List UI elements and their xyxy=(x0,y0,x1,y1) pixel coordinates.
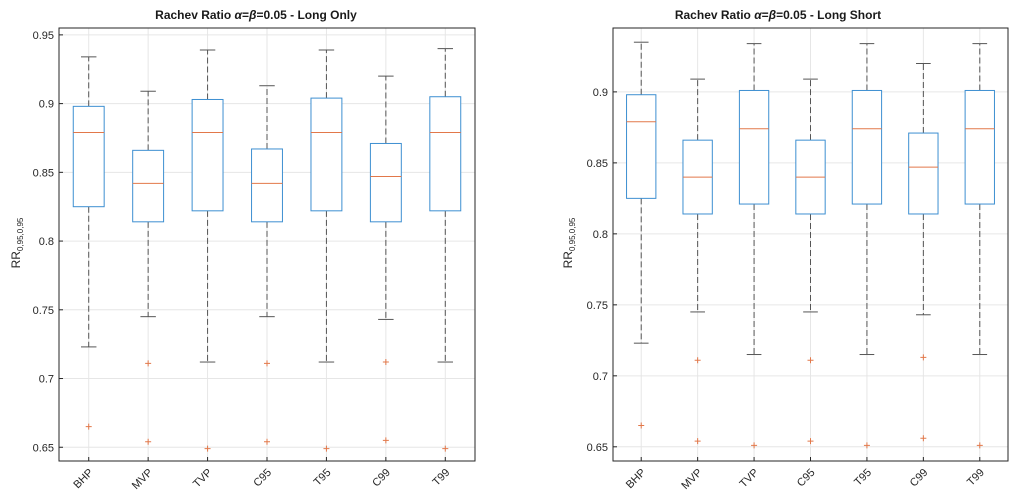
box-tvp xyxy=(191,49,224,452)
box-iqr xyxy=(72,105,105,208)
y-tick-label: 0.7 xyxy=(593,371,608,383)
box-t99 xyxy=(964,43,995,449)
outlier-marker xyxy=(85,423,92,430)
box-iqr xyxy=(369,142,402,223)
y-tick-label: 0.8 xyxy=(39,236,54,248)
outlier-marker xyxy=(920,354,927,361)
y-tick-label: 0.65 xyxy=(587,442,608,454)
box-iqr xyxy=(310,97,343,212)
box-t95 xyxy=(310,49,343,452)
outlier-marker xyxy=(442,445,449,452)
x-tick-label: TVP xyxy=(738,467,762,491)
outlier-marker xyxy=(638,422,645,429)
title-prefix: Rachev Ratio xyxy=(155,8,234,22)
ticks: 0.65 0.7 0.75 0.8 0.85 0.9 0.95 BHP MVP TVP C95 T95… xyxy=(33,30,453,492)
title-prefix: Rachev Ratio xyxy=(675,8,754,22)
title-alpha: α xyxy=(235,8,243,22)
box-iqr xyxy=(191,98,224,212)
y-tick-label: 0.75 xyxy=(33,305,54,317)
x-tick-label: T95 xyxy=(852,467,874,489)
box-t95 xyxy=(851,43,883,449)
x-tick-label: T99 xyxy=(965,467,987,489)
box-iqr xyxy=(738,89,770,205)
y-tick-label: 0.9 xyxy=(593,87,608,99)
y-tick-label: 0.75 xyxy=(587,300,608,312)
x-tick-label: T99 xyxy=(431,467,453,489)
x-tick-label: MVP xyxy=(130,467,155,492)
outlier-marker xyxy=(976,442,983,449)
y-tick-label: 0.85 xyxy=(33,167,54,179)
outlier-marker xyxy=(920,435,927,442)
title-suffix: =0.05 - Long Only xyxy=(256,8,357,22)
boxes xyxy=(72,48,462,452)
outlier-marker xyxy=(694,357,701,364)
outlier-marker xyxy=(807,438,814,445)
outlier-marker xyxy=(145,438,152,445)
title-alpha: α xyxy=(754,8,762,22)
box-tvp xyxy=(738,43,770,449)
x-tick-label: C99 xyxy=(908,467,931,490)
title-suffix: =0.05 - Long Short xyxy=(776,8,881,22)
chart-long-only: Rachev Ratio α=β=0.05 - Long Only RR0,95… xyxy=(9,8,476,492)
outlier-marker xyxy=(323,445,330,452)
y-tick-label: 0.95 xyxy=(33,30,54,42)
outlier-marker xyxy=(863,442,870,449)
x-tick-label: TVP xyxy=(191,467,215,491)
box-bhp xyxy=(72,56,105,430)
y-tick-label: 0.8 xyxy=(593,229,608,241)
box-iqr xyxy=(908,132,939,215)
box-c99 xyxy=(369,75,402,444)
outlier-marker xyxy=(382,359,389,366)
box-iqr xyxy=(851,89,883,205)
y-tick-label: 0.65 xyxy=(33,442,54,454)
plot-frame xyxy=(612,27,1009,462)
y-axis-label: RR0,95,0,95 xyxy=(9,217,25,268)
x-tick-label: C95 xyxy=(251,467,274,490)
x-tick-label: MVP xyxy=(679,467,704,492)
box-iqr xyxy=(626,94,657,199)
y-axis-label-main: RR xyxy=(561,251,575,269)
x-tick-label: BHP xyxy=(71,467,95,491)
y-tick-label: 0.7 xyxy=(39,374,54,386)
y-axis-label: RR0,95,0,95 xyxy=(561,217,577,268)
boxes xyxy=(626,41,995,449)
box-mvp xyxy=(132,90,165,445)
y-axis-label-sub: 0,95,0,95 xyxy=(16,217,25,251)
chart-title: Rachev Ratio α=β=0.05 - Long Short xyxy=(675,8,881,22)
x-tick-label: C95 xyxy=(795,467,818,490)
chart-title: Rachev Ratio α=β=0.05 - Long Only xyxy=(155,8,357,22)
outlier-marker xyxy=(204,445,211,452)
box-c95 xyxy=(795,78,826,445)
outlier-marker xyxy=(382,437,389,444)
plot-frame xyxy=(58,27,476,462)
box-iqr xyxy=(964,89,995,205)
box-iqr xyxy=(429,96,462,212)
title-beta: β xyxy=(768,8,777,22)
outlier-marker xyxy=(145,360,152,367)
box-c95 xyxy=(251,85,283,445)
title-eq: = xyxy=(762,8,769,22)
box-bhp xyxy=(626,41,657,429)
outlier-marker xyxy=(264,360,270,367)
outlier-marker xyxy=(807,357,814,364)
x-tick-label: C99 xyxy=(370,467,393,490)
box-t99 xyxy=(429,48,462,452)
title-eq: = xyxy=(242,8,249,22)
outlier-marker xyxy=(694,438,701,445)
x-tick-label: T95 xyxy=(312,467,334,489)
outlier-marker xyxy=(264,438,270,445)
y-tick-label: 0.85 xyxy=(587,158,608,170)
x-tick-label: BHP xyxy=(624,467,648,491)
outlier-marker xyxy=(751,442,758,449)
box-iqr xyxy=(132,149,165,223)
box-c99 xyxy=(908,62,939,442)
chart-long-short: Rachev Ratio α=β=0.05 - Long Short RR0,9… xyxy=(561,8,1009,492)
box-mvp xyxy=(682,78,713,445)
y-tick-label: 0.9 xyxy=(39,99,54,111)
title-beta: β xyxy=(248,8,257,22)
box-iqr xyxy=(251,148,283,223)
y-axis-label-main: RR xyxy=(9,251,23,269)
y-axis-label-sub: 0,95,0,95 xyxy=(568,217,577,251)
